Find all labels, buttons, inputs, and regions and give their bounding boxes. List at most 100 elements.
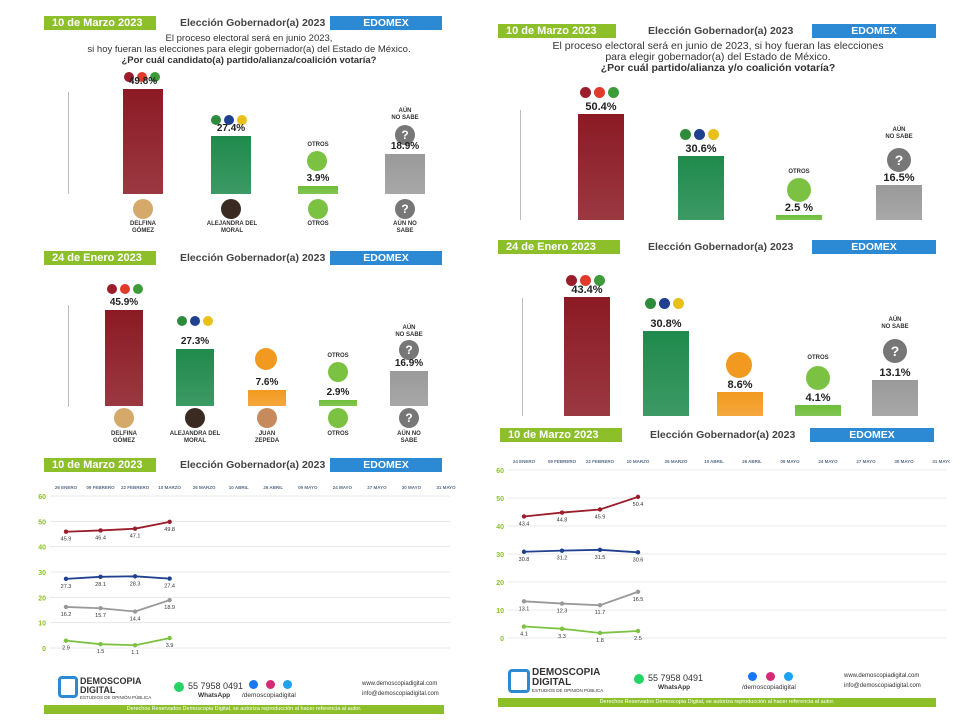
data-point [559, 548, 565, 553]
bar-value-label-2: 27.3% [180, 335, 210, 347]
panel-c-election: Elección Gobernador(a) 2023 [180, 252, 326, 264]
footer-right: DEMOSCOPIA DIGITAL ESTUDIOS DE OPINIÓN P… [498, 665, 936, 719]
x-tick-label: 10 ABRIL [704, 459, 724, 464]
question-line-2: para elegir gobernador(a) del Estado de … [605, 51, 831, 63]
y-axis [520, 110, 521, 220]
data-point [597, 547, 603, 552]
email-link[interactable]: info@demoscopiadigital.com [844, 683, 921, 689]
panel-f-state: EDOMEX [810, 428, 934, 442]
data-point [635, 494, 641, 500]
aun-label: AÚN NO SABE [385, 108, 425, 122]
cand-name-3: OTROS [307, 221, 329, 227]
cand-name-2: ALEJANDRA DEL MORAL [206, 221, 258, 234]
data-label: 45.9 [595, 514, 606, 520]
pvem-icon [608, 87, 619, 98]
bar-4 [319, 399, 357, 406]
data-point [597, 603, 603, 608]
bar-value-label-5: 13.1% [879, 366, 911, 379]
bar-value-label-1: 49.8% [128, 76, 158, 88]
bar-value-label-3: 7.6% [255, 377, 279, 389]
data-point [63, 529, 69, 534]
bar-value-label-3: 3.9% [306, 172, 330, 184]
data-label: 12.3 [557, 609, 568, 615]
panel-b-header: 10 de Marzo 2023 Elección Gobernador(a) … [498, 24, 936, 38]
aun-line-2: NO SABE [885, 134, 913, 140]
data-point [635, 628, 641, 634]
data-point [559, 601, 565, 606]
y-tick-label: 60 [38, 494, 46, 501]
aun-line-2: NO SABE [395, 332, 423, 338]
x-tick-label: 09 MAYO [298, 485, 318, 490]
otros-photo-icon [328, 408, 348, 428]
data-label: 49.8 [164, 527, 175, 533]
brand-name-1: DEMOSCOPIA [80, 676, 142, 686]
cand-name-2: ALEJANDRA DEL MORAL [169, 431, 221, 444]
pt-icon [580, 275, 591, 286]
whatsapp-label: WhatsApp [198, 692, 231, 699]
whatsapp-icon [174, 682, 184, 692]
bar-value-label-2: 27.4% [216, 123, 246, 135]
otros-photo-icon [308, 199, 328, 219]
panel-a-header: 10 de Marzo 2023 Elección Gobernador(a) … [44, 16, 442, 30]
data-point [63, 604, 69, 610]
instagram-icon[interactable] [266, 680, 275, 689]
x-tick-label: 30 MAYO [402, 485, 422, 490]
pri-icon [211, 115, 221, 125]
data-label: 2.9 [62, 646, 70, 652]
y-tick-label: 10 [38, 621, 46, 628]
aun-photo-icon: ? [395, 199, 415, 219]
facebook-icon[interactable] [249, 680, 258, 689]
twitter-icon[interactable] [784, 672, 793, 681]
bar-4 [876, 185, 922, 220]
otros-user-icon [787, 178, 811, 202]
pt-icon [594, 87, 605, 98]
aun-line-1: AÚN [892, 127, 906, 133]
twitter-icon[interactable] [283, 680, 292, 689]
facebook-icon[interactable] [748, 672, 757, 681]
website-link[interactable]: www.demoscopiadigital.com [362, 681, 438, 687]
panel-e: 10 de Marzo 2023 Elección Gobernador(a) … [30, 458, 456, 668]
x-tick-label: 26 ABRIL [742, 459, 762, 464]
email-link[interactable]: info@demoscopiadigital.com [362, 691, 439, 697]
panel-c: 24 de Enero 2023 Elección Gobernador(a) … [44, 251, 442, 451]
data-label: 44.8 [557, 518, 568, 524]
data-label: 1.1 [131, 650, 139, 656]
data-point [132, 526, 138, 531]
data-label: 3.3 [558, 634, 566, 640]
y-tick-label: 30 [496, 552, 504, 559]
social-handle[interactable]: /demoscopiadigital [742, 684, 796, 691]
x-tick-label: 30 MAYO [894, 459, 914, 464]
data-point [132, 643, 138, 648]
candidate-photo-juan [257, 408, 277, 428]
series-line [523, 590, 639, 607]
y-axis [522, 298, 523, 416]
panel-b: 10 de Marzo 2023 Elección Gobernador(a) … [498, 24, 936, 224]
whatsapp-label: WhatsApp [658, 684, 691, 691]
morena-icon [566, 275, 577, 286]
bar-3 [248, 390, 286, 406]
series-line [65, 575, 170, 580]
x-tick-label: 27 MAYO [367, 485, 387, 490]
x-tick-label: 22 FEBRERO [586, 459, 615, 464]
social-handle[interactable]: /demoscopiadigital [242, 692, 296, 699]
y-tick-label: 50 [496, 496, 504, 503]
data-label: 13.1 [519, 606, 530, 612]
aun-line-1: AÚN [888, 317, 902, 323]
data-point [167, 597, 172, 603]
pri-icon [177, 316, 187, 326]
instagram-icon[interactable] [766, 672, 775, 681]
pan-icon [190, 316, 200, 326]
pvem-icon [150, 72, 160, 82]
aun-label: AÚN NO SABE [876, 127, 922, 141]
data-label: 3.9 [166, 643, 174, 649]
x-tick-label: 31 MAYO [932, 459, 950, 464]
website-link[interactable]: www.demoscopiadigital.com [844, 673, 920, 679]
panel-d-date: 24 de Enero 2023 [498, 240, 620, 254]
aun-label: AÚN NO SABE [872, 317, 918, 331]
x-tick-label: 10 MARZO [627, 459, 650, 464]
pt-icon [120, 284, 130, 294]
panel-e-state: EDOMEX [330, 458, 442, 472]
rights-bar: Derechos Reservados Demoscopia Digital, … [498, 698, 936, 707]
pt-icon [137, 72, 147, 82]
x-tick-label: 24 ENERO [513, 459, 536, 464]
